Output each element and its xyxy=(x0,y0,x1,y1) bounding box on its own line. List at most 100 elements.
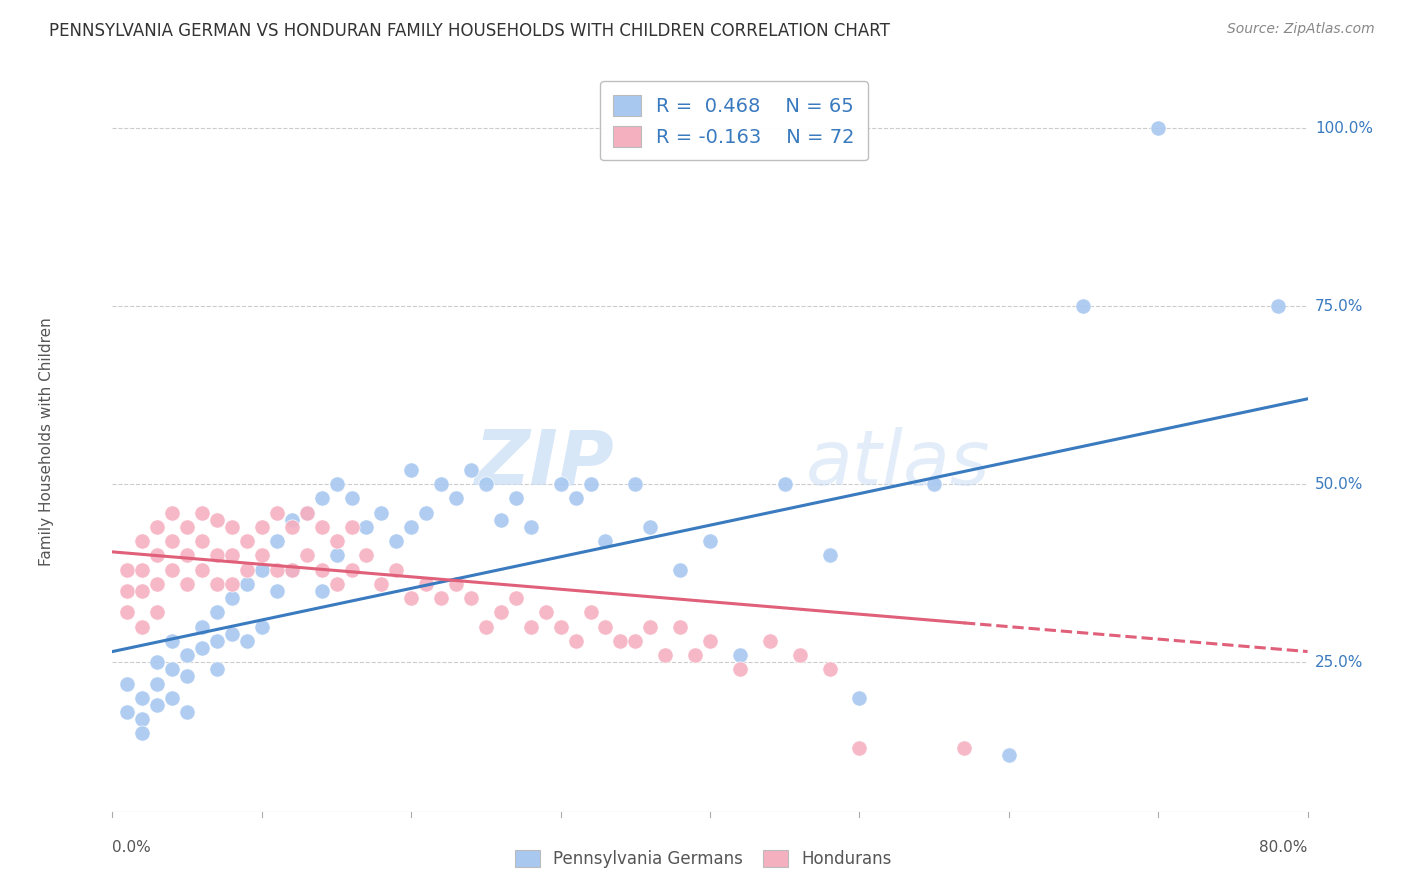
Point xyxy=(191,506,214,520)
Point xyxy=(640,620,662,634)
Point xyxy=(131,584,153,599)
Point xyxy=(579,606,602,620)
Point xyxy=(191,640,214,655)
Point xyxy=(1147,121,1170,136)
Point xyxy=(117,705,139,719)
Point xyxy=(370,506,392,520)
Point xyxy=(131,563,153,577)
Text: atlas: atlas xyxy=(806,426,990,500)
Point xyxy=(325,534,347,549)
Point xyxy=(205,606,228,620)
Point xyxy=(489,513,512,527)
Point xyxy=(998,747,1021,762)
Point xyxy=(117,676,139,690)
Point xyxy=(131,726,153,740)
Point xyxy=(117,606,139,620)
Text: 25.0%: 25.0% xyxy=(1315,655,1364,670)
Point xyxy=(146,606,169,620)
Point xyxy=(699,633,721,648)
Point xyxy=(401,591,423,606)
Point xyxy=(162,506,183,520)
Point xyxy=(146,577,169,591)
Point xyxy=(205,513,228,527)
Point xyxy=(520,620,543,634)
Point xyxy=(311,563,333,577)
Point xyxy=(922,477,945,491)
Point xyxy=(281,563,304,577)
Point xyxy=(728,648,751,662)
Point xyxy=(595,534,617,549)
Point xyxy=(176,549,198,563)
Point xyxy=(131,620,153,634)
Point xyxy=(505,591,527,606)
Point xyxy=(534,606,557,620)
Point xyxy=(444,577,467,591)
Point xyxy=(356,549,378,563)
Legend: Pennsylvania Germans, Hondurans: Pennsylvania Germans, Hondurans xyxy=(508,843,898,875)
Point xyxy=(176,648,198,662)
Point xyxy=(579,477,602,491)
Point xyxy=(117,584,139,599)
Point xyxy=(475,477,498,491)
Text: PENNSYLVANIA GERMAN VS HONDURAN FAMILY HOUSEHOLDS WITH CHILDREN CORRELATION CHAR: PENNSYLVANIA GERMAN VS HONDURAN FAMILY H… xyxy=(49,22,890,40)
Point xyxy=(759,633,782,648)
Point xyxy=(146,520,169,534)
Point xyxy=(221,520,243,534)
Point xyxy=(699,534,721,549)
Point xyxy=(1267,299,1289,313)
Point xyxy=(266,563,288,577)
Text: 80.0%: 80.0% xyxy=(1260,840,1308,855)
Text: 0.0%: 0.0% xyxy=(112,840,152,855)
Point xyxy=(848,690,870,705)
Point xyxy=(131,690,153,705)
Point xyxy=(773,477,796,491)
Point xyxy=(340,520,363,534)
Legend: R =  0.468    N = 65, R = -0.163    N = 72: R = 0.468 N = 65, R = -0.163 N = 72 xyxy=(600,81,868,161)
Point xyxy=(325,577,347,591)
Point xyxy=(728,662,751,676)
Point xyxy=(266,506,288,520)
Point xyxy=(162,690,183,705)
Point xyxy=(325,549,347,563)
Point xyxy=(162,563,183,577)
Point xyxy=(281,520,304,534)
Text: Family Households with Children: Family Households with Children xyxy=(39,318,55,566)
Text: 50.0%: 50.0% xyxy=(1315,476,1364,491)
Text: 75.0%: 75.0% xyxy=(1315,299,1364,314)
Point xyxy=(564,491,586,506)
Point xyxy=(311,520,333,534)
Point xyxy=(401,463,423,477)
Point xyxy=(789,648,811,662)
Point xyxy=(236,534,259,549)
Point xyxy=(624,633,647,648)
Point xyxy=(176,520,198,534)
Point xyxy=(176,577,198,591)
Point xyxy=(250,620,273,634)
Point xyxy=(444,491,467,506)
Point xyxy=(818,662,841,676)
Point xyxy=(250,563,273,577)
Point xyxy=(176,669,198,683)
Point xyxy=(340,491,363,506)
Point xyxy=(176,705,198,719)
Point xyxy=(281,563,304,577)
Text: 100.0%: 100.0% xyxy=(1315,120,1374,136)
Point xyxy=(295,549,318,563)
Point xyxy=(669,563,692,577)
Point xyxy=(683,648,706,662)
Point xyxy=(146,698,169,712)
Point xyxy=(191,563,214,577)
Point xyxy=(415,577,437,591)
Point xyxy=(401,520,423,534)
Point xyxy=(266,584,288,599)
Point xyxy=(370,577,392,591)
Point xyxy=(953,740,976,755)
Point xyxy=(311,491,333,506)
Point xyxy=(236,633,259,648)
Point xyxy=(221,577,243,591)
Point xyxy=(430,591,453,606)
Point xyxy=(489,606,512,620)
Point xyxy=(250,549,273,563)
Point xyxy=(281,513,304,527)
Point xyxy=(205,662,228,676)
